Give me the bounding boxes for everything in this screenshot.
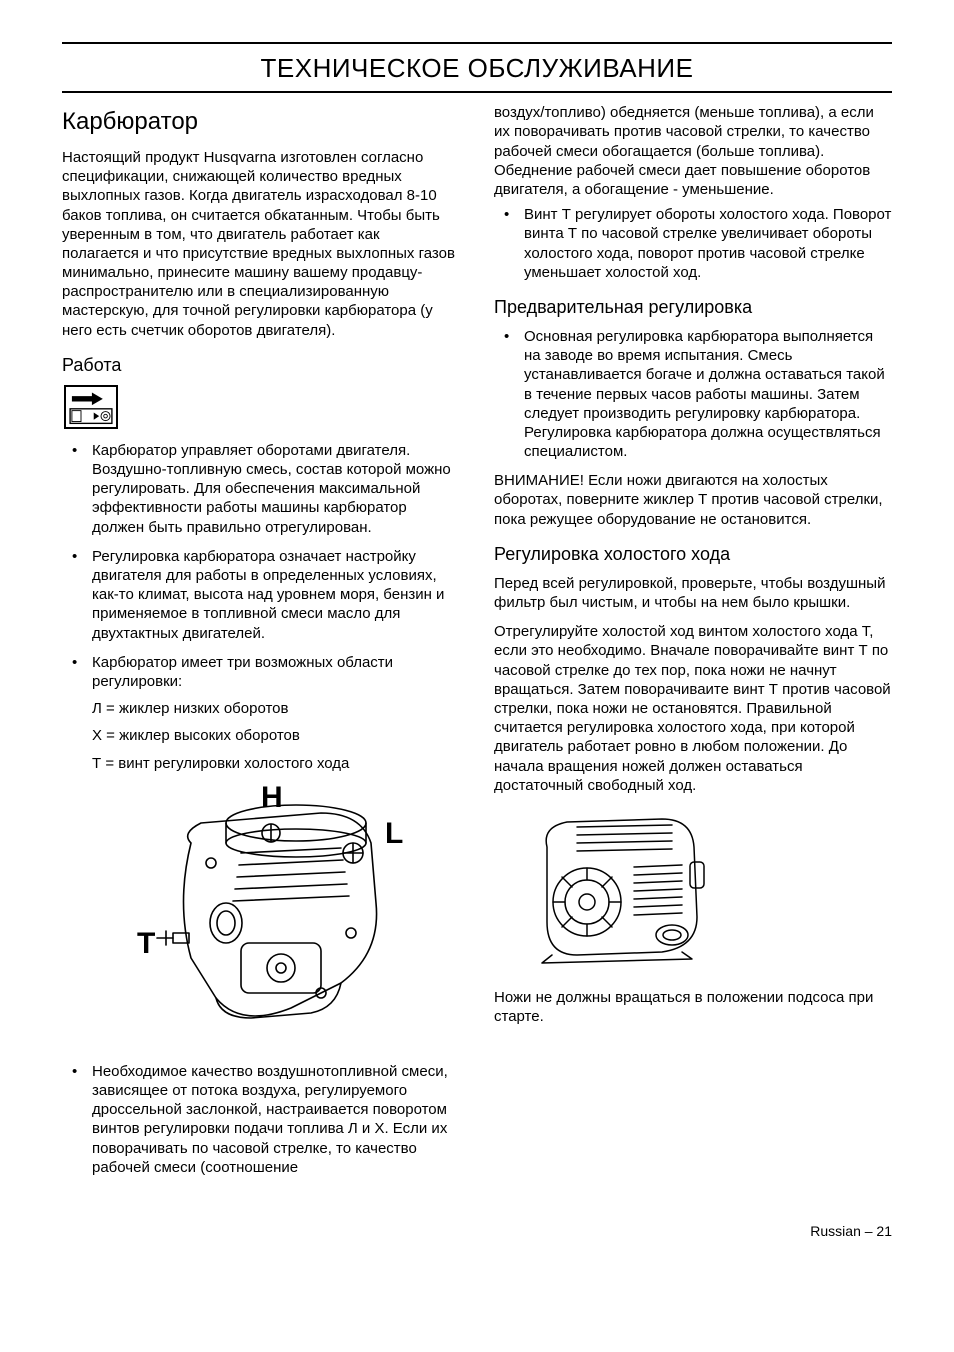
bullet-t-screw: Винт Т регулирует обороты холостого хода… [494, 205, 892, 282]
bullet-prelim: Основная регулировка карбюратора выполня… [494, 327, 892, 461]
warning-paragraph: ВНИМАНИЕ! Если ножи двигаются на холосты… [494, 471, 892, 529]
heading-carburetor: Карбюратор [62, 107, 460, 138]
bullet-mixture: Необходимое качество воздушнотопливной с… [62, 1062, 460, 1177]
mixture-continuation: воздух/топливо) обедняется (меньше топли… [494, 103, 892, 199]
t-screw-list: Винт Т регулирует обороты холостого хода… [494, 205, 892, 282]
two-column-layout: Карбюратор Настоящий продукт Husqvarna и… [62, 103, 892, 1187]
bullet-carb-controls: Карбюратор управляет оборотами двигателя… [62, 441, 460, 537]
carburetor-diagram: H L T [121, 783, 431, 1048]
title-rule [62, 91, 892, 93]
work-bullet-list: Карбюратор управляет оборотами двигателя… [62, 441, 460, 1177]
run-in-icon [64, 385, 118, 429]
label-T: T [137, 927, 155, 960]
screw-legend: Л = жиклер низких оборотов Х = жиклер вы… [92, 699, 460, 773]
engine-diagram [522, 807, 712, 972]
heading-preliminary: Предварительная регулировка [494, 296, 892, 319]
bullet-three-areas: Карбюратор имеет три возможных области р… [62, 653, 460, 1048]
bullet-three-areas-text: Карбюратор имеет три возможных области р… [92, 654, 393, 690]
legend-L: Л = жиклер низких оборотов [92, 699, 460, 718]
label-L: L [385, 817, 403, 850]
page-footer: Russian – 21 [62, 1223, 892, 1241]
idle-p2: Отрегулируйте холостой ход винтом холост… [494, 622, 892, 795]
heading-work: Работа [62, 354, 460, 377]
idle-note: Ножи не должны вращаться в положении под… [494, 988, 892, 1026]
prelim-list: Основная регулировка карбюратора выполня… [494, 327, 892, 461]
right-column: воздух/топливо) обедняется (меньше топли… [494, 103, 892, 1187]
intro-paragraph: Настоящий продукт Husqvarna изготовлен с… [62, 148, 460, 340]
bullet-adjust-meaning: Регулировка карбюратора означает настрой… [62, 547, 460, 643]
label-H: H [261, 783, 283, 814]
legend-H: Х = жиклер высоких оборотов [92, 726, 460, 745]
legend-T: Т = винт регулировки холостого хода [92, 754, 460, 773]
heading-idle: Регулировка холостого хода [494, 543, 892, 566]
left-column: Карбюратор Настоящий продукт Husqvarna и… [62, 103, 460, 1187]
idle-p1: Перед всей регулировкой, проверьте, чтоб… [494, 574, 892, 612]
top-rule [62, 42, 892, 44]
page-title: ТЕХНИЧЕСКОЕ ОБСЛУЖИВАНИЕ [62, 50, 892, 91]
